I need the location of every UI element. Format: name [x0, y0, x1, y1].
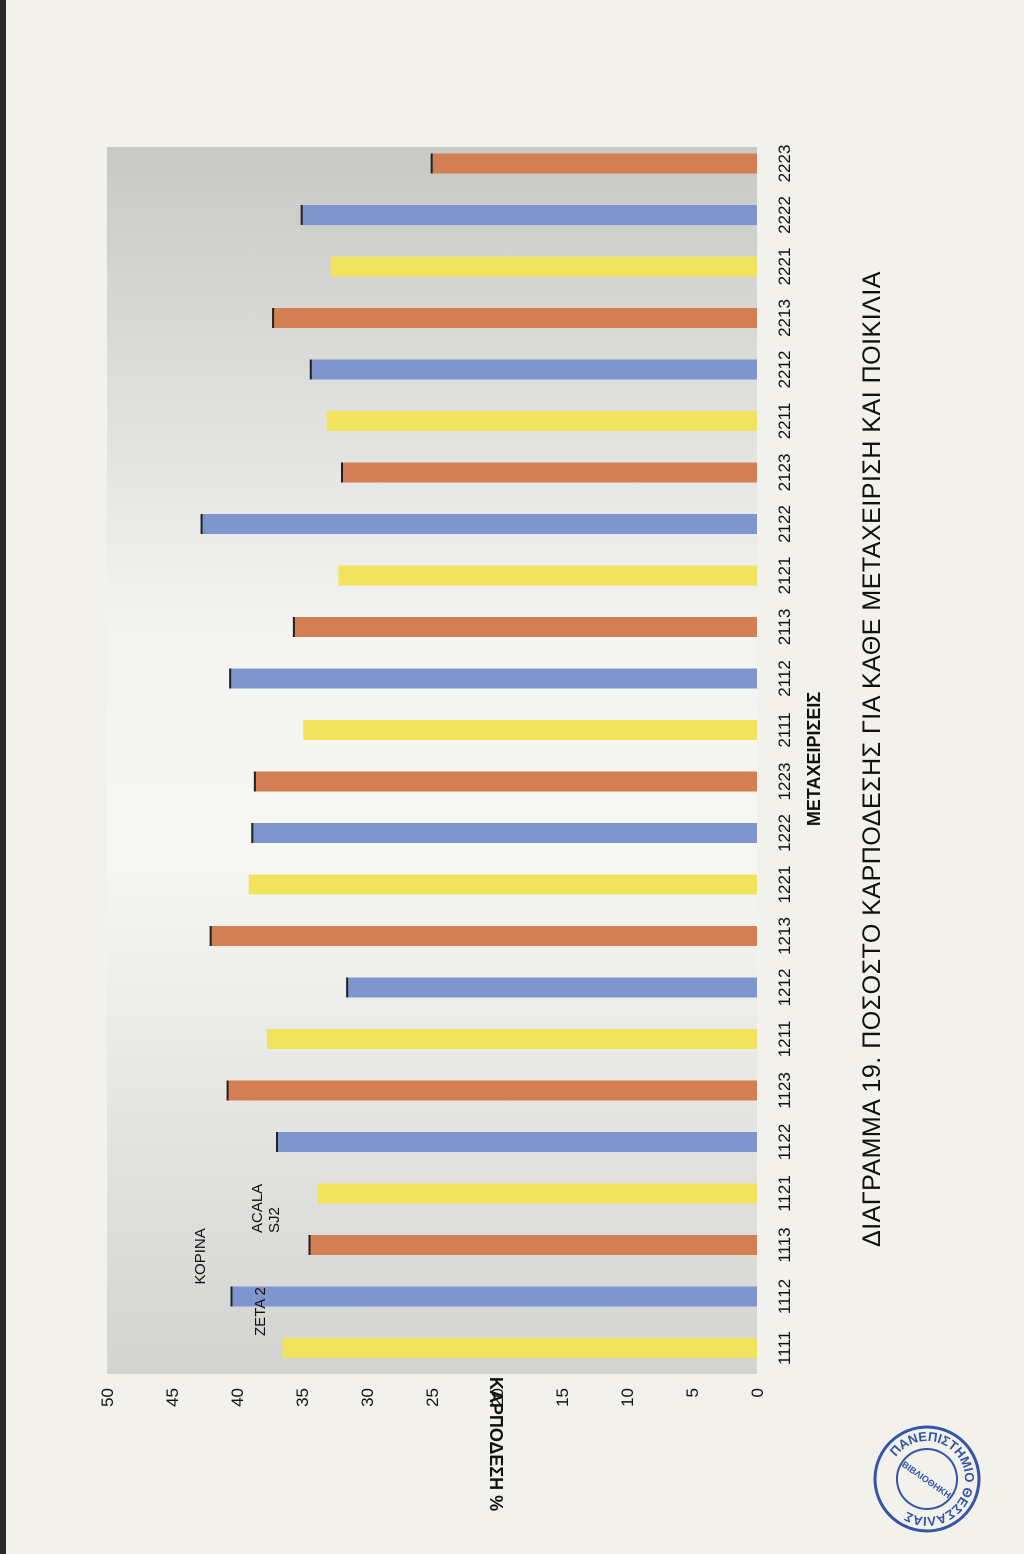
bar-cap-1122: [276, 1132, 278, 1152]
x-tick-label: 2123: [775, 454, 794, 492]
legend-label: SJ2: [266, 1207, 283, 1233]
bar-2211: [326, 411, 757, 431]
bar-cap-2213: [272, 308, 275, 328]
plot-area: [107, 147, 757, 1374]
y-tick-label: 10: [618, 1388, 637, 1407]
bar-1213: [209, 926, 757, 946]
bar-cap-1222: [251, 823, 254, 843]
bar-1211: [266, 1029, 757, 1049]
bar-2112: [229, 668, 757, 689]
y-tick-label: 45: [163, 1388, 182, 1407]
bar-2123: [341, 462, 757, 483]
x-tick-label: 1212: [775, 969, 794, 1007]
x-tick-label: 1111: [775, 1331, 794, 1365]
x-axis-title: ΜΕΤΑΧΕΙΡΙΣΕΙΣ: [804, 692, 824, 826]
x-tick-label: 1213: [775, 917, 794, 955]
bar-1223: [253, 771, 757, 792]
y-tick-label: 25: [423, 1388, 442, 1407]
bar-cap-1212: [346, 977, 349, 998]
x-tick-label: 2221: [775, 248, 794, 286]
bar-2121: [338, 565, 757, 586]
x-tick-label: 2223: [775, 145, 794, 183]
y-tick-label: 0: [748, 1388, 767, 1397]
bar-cap-1123: [226, 1080, 229, 1101]
y-axis-ticks: 0 5 10 15 20 25 30 35 40 45 50: [98, 1388, 767, 1407]
bar-cap-2112: [229, 668, 232, 689]
bar-cap-2122: [200, 514, 203, 534]
x-tick-label: 1112: [775, 1279, 794, 1314]
bar-2213: [272, 308, 757, 328]
x-tick-label: 2121: [775, 557, 794, 595]
y-tick-label: 30: [358, 1388, 377, 1407]
bar-2113: [292, 617, 757, 637]
x-tick-label: 2213: [775, 299, 794, 337]
x-tick-label: 1123: [775, 1072, 794, 1109]
x-tick-label: 2222: [775, 196, 794, 234]
bar-cap-1112: [230, 1286, 233, 1307]
x-tick-label: 1121: [775, 1175, 794, 1212]
legend: ΖΕΤΑ 2 ΚΟΡΙΝΑ ACALA SJ2: [192, 1184, 283, 1336]
legend-label: ACALA: [249, 1184, 266, 1233]
bar-2122: [200, 514, 758, 534]
bar-2111: [303, 720, 757, 740]
x-tick-label: 1221: [775, 866, 794, 904]
bar-cap-1213: [209, 926, 212, 946]
x-tick-label: 1222: [775, 814, 794, 852]
x-tick-label: 1113: [775, 1227, 794, 1262]
bar-cap-2212: [309, 359, 312, 380]
bar-1222: [251, 823, 758, 843]
legend-label: ΚΟΡΙΝΑ: [192, 1228, 209, 1284]
bar-group: [200, 153, 758, 1358]
bar-1112: [230, 1286, 757, 1307]
x-tick-label: 1211: [775, 1021, 794, 1058]
bar-cap-2222: [300, 205, 303, 225]
bar-1123: [226, 1080, 758, 1101]
bar-2223: [430, 153, 757, 174]
y-tick-label: 35: [293, 1388, 312, 1407]
x-tick-label: 2211: [775, 403, 794, 440]
bar-cap-2113: [292, 617, 295, 637]
figure-caption: ΔΙΑΓΡΑΜΜΑ 19. ΠΟΣΟΣΤΟ ΚΑΡΠΟΔΕΣΗΣ ΓΙΑ ΚΑΘ…: [858, 271, 886, 1247]
x-tick-label: 2212: [775, 351, 794, 389]
y-tick-label: 15: [553, 1388, 572, 1407]
bar-2212: [309, 359, 757, 380]
y-tick-label: 5: [683, 1388, 702, 1397]
y-tick-label: 20: [488, 1388, 507, 1407]
bar-2222: [300, 205, 757, 225]
x-tick-label: 2113: [775, 609, 794, 646]
y-tick-label: 40: [228, 1388, 247, 1407]
bar-1122: [276, 1132, 757, 1152]
x-tick-label: 2111: [775, 712, 794, 747]
y-axis-title: ΚΑΡΠΟΔΕΣΗ %: [486, 1377, 506, 1511]
bar-1111: [282, 1338, 757, 1358]
bar-cap-2123: [341, 462, 343, 483]
x-tick-label: 2122: [775, 505, 794, 543]
bar-cap-1223: [253, 771, 256, 792]
x-tick-label: 1223: [775, 763, 794, 801]
bar-cap-2223: [430, 153, 433, 174]
legend-label: ΖΕΤΑ 2: [252, 1287, 269, 1336]
bar-1121: [317, 1183, 757, 1204]
library-stamp: ΠΑΝΕΠΙΣΤΗΜΙΟ ΘΕΣΣΑΛΙΑΣ ΒΙΒΛΙΟΘΗΚΗ: [872, 1424, 982, 1534]
y-tick-label: 50: [98, 1388, 117, 1407]
x-tick-label: 1122: [775, 1124, 794, 1161]
x-tick-label: 2112: [775, 660, 794, 697]
bar-2221: [330, 256, 757, 277]
bar-1221: [248, 874, 757, 895]
page-edge: [0, 0, 6, 1554]
stamp-center-text: ΒΙΒΛΙΟΘΗΚΗ: [900, 1459, 953, 1500]
x-axis-ticks: 1111 1112 1113 1121 1122 1123 1211 1212 1213 1221…: [775, 145, 794, 1365]
bar-1212: [346, 977, 757, 998]
bar-cap-1113: [308, 1235, 311, 1255]
bar-1113: [308, 1235, 757, 1255]
